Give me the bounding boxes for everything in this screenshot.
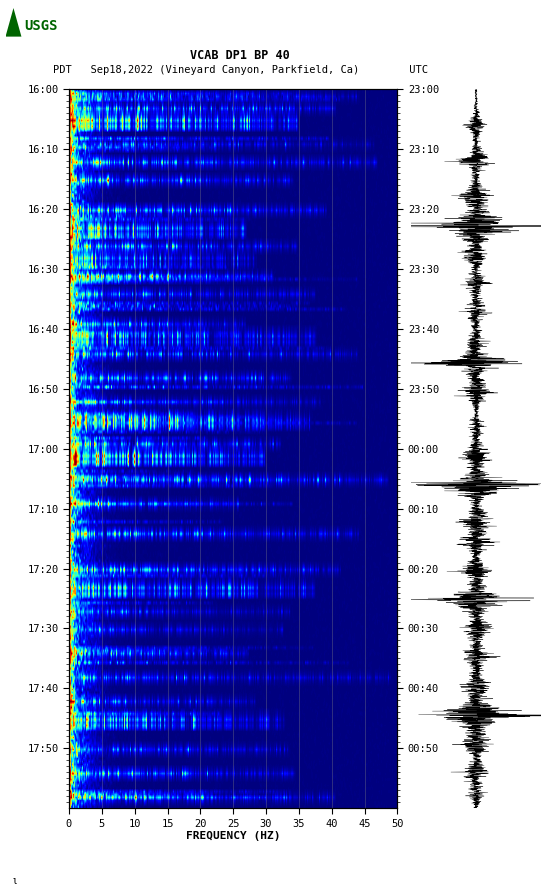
- Polygon shape: [6, 8, 22, 37]
- Text: USGS: USGS: [24, 19, 57, 33]
- X-axis label: FREQUENCY (HZ): FREQUENCY (HZ): [186, 831, 280, 841]
- Text: ι: ι: [11, 876, 17, 886]
- Text: PDT   Sep18,2022 (Vineyard Canyon, Parkfield, Ca)        UTC: PDT Sep18,2022 (Vineyard Canyon, Parkfie…: [52, 64, 428, 75]
- Text: VCAB DP1 BP 40: VCAB DP1 BP 40: [190, 49, 290, 62]
